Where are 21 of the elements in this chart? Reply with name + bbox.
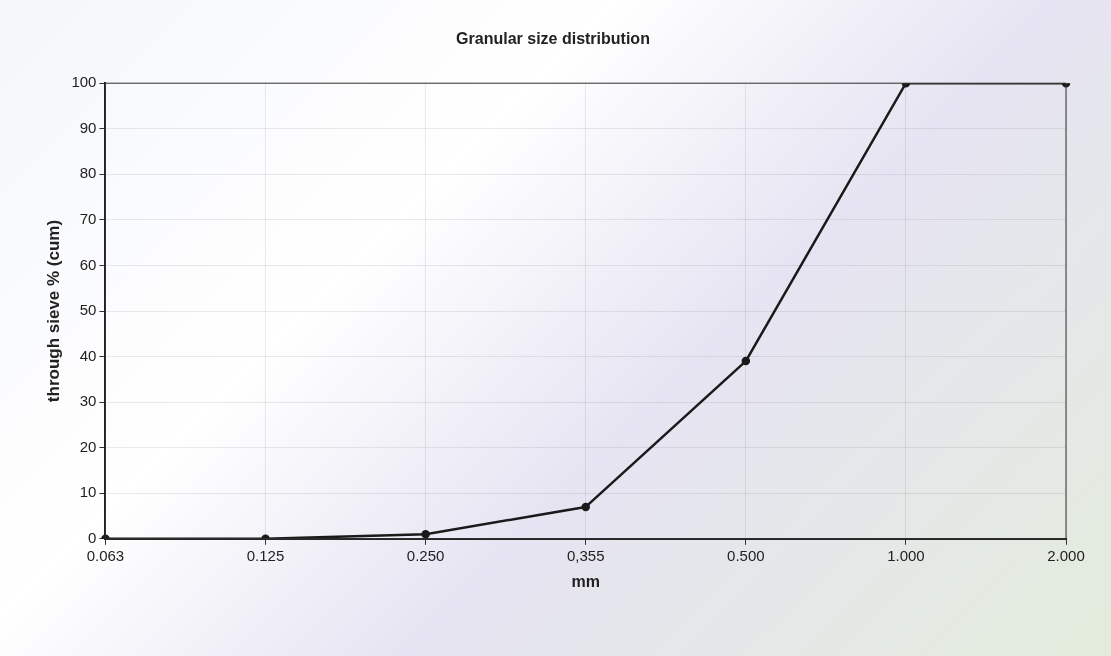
x-tick-label: 0.125 bbox=[246, 546, 285, 564]
y-tick-label: 70 bbox=[79, 210, 97, 228]
x-tick-label: 1.000 bbox=[887, 546, 925, 564]
y-tick-label: 40 bbox=[79, 346, 97, 364]
y-tick-label: 90 bbox=[79, 118, 97, 136]
y-tick-label: 60 bbox=[79, 255, 97, 273]
y-tick-label: 50 bbox=[79, 301, 97, 319]
y-axis-title: through sieve % (cum) bbox=[43, 219, 63, 403]
x-tick-label: 0.500 bbox=[727, 546, 765, 564]
y-tick-label: 20 bbox=[79, 437, 97, 455]
y-tick-label: 0 bbox=[88, 528, 97, 546]
x-tick-label: 2.000 bbox=[1047, 546, 1085, 564]
chart-title: Granular size distribution bbox=[456, 30, 650, 48]
x-tick-label: 0,355 bbox=[566, 546, 605, 564]
y-tick-label: 30 bbox=[79, 392, 97, 410]
x-tick-label: 0.250 bbox=[406, 546, 445, 564]
y-tick-label: 100 bbox=[71, 73, 97, 91]
x-axis-title: mm bbox=[571, 572, 600, 590]
y-tick-label: 80 bbox=[79, 164, 97, 182]
y-tick-label: 10 bbox=[79, 483, 97, 501]
x-tick-label: 0.063 bbox=[86, 546, 125, 564]
